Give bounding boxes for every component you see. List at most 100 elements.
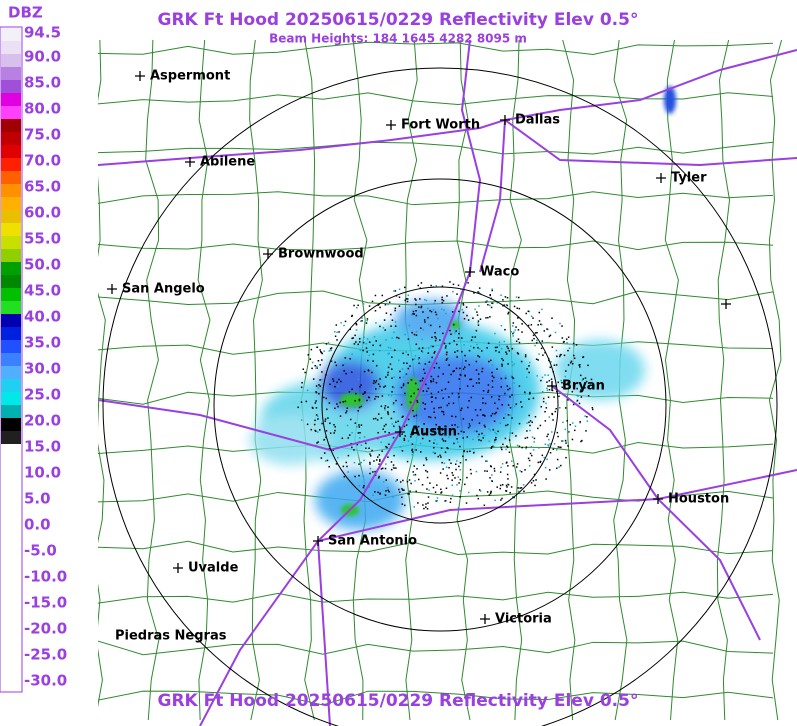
clutter: [405, 424, 408, 426]
clutter: [365, 342, 368, 345]
clutter: [546, 435, 548, 438]
clutter: [365, 347, 368, 349]
legend-label: 40.0: [24, 308, 61, 326]
clutter: [567, 336, 570, 338]
clutter: [465, 459, 467, 461]
clutter: [385, 463, 387, 465]
clutter: [496, 302, 499, 304]
clutter: [334, 407, 336, 410]
clutter: [369, 472, 371, 475]
clutter: [533, 473, 536, 476]
clutter: [562, 421, 564, 424]
clutter: [493, 441, 496, 443]
clutter: [548, 469, 551, 471]
clutter: [306, 423, 309, 426]
city-marker: [465, 267, 475, 277]
clutter: [429, 393, 431, 396]
clutter: [513, 382, 515, 384]
clutter: [452, 323, 455, 326]
clutter: [491, 375, 494, 377]
clutter: [316, 367, 318, 369]
clutter: [440, 492, 442, 494]
clutter: [522, 484, 525, 486]
city-marker: [547, 381, 557, 391]
clutter: [454, 463, 457, 465]
clutter: [555, 364, 558, 366]
clutter: [379, 344, 382, 347]
clutter: [387, 413, 390, 416]
clutter: [384, 303, 387, 306]
clutter: [530, 324, 533, 326]
clutter: [405, 298, 408, 300]
clutter: [475, 369, 478, 371]
legend-label: -30.0: [24, 672, 67, 690]
clutter: [360, 444, 363, 446]
clutter: [519, 487, 521, 489]
clutter: [344, 320, 347, 323]
clutter: [468, 400, 470, 402]
clutter: [482, 369, 485, 371]
clutter: [461, 308, 463, 311]
clutter: [367, 369, 370, 371]
clutter: [442, 468, 444, 470]
clutter: [391, 356, 393, 358]
clutter: [517, 490, 520, 493]
clutter: [392, 436, 395, 439]
clutter: [321, 371, 323, 373]
clutter: [410, 482, 412, 485]
clutter: [559, 407, 561, 409]
clutter: [509, 396, 511, 398]
clutter: [516, 352, 519, 354]
clutter: [362, 475, 365, 477]
clutter: [393, 454, 395, 457]
legend-label: 65.0: [24, 178, 61, 196]
clutter: [368, 305, 371, 307]
clutter: [378, 475, 380, 478]
clutter: [375, 364, 378, 367]
clutter: [534, 344, 536, 347]
clutter: [489, 304, 491, 307]
clutter: [461, 337, 463, 339]
clutter: [349, 393, 351, 396]
clutter: [460, 288, 462, 291]
clutter: [422, 402, 424, 404]
clutter: [433, 442, 435, 444]
clutter: [457, 476, 460, 478]
clutter: [378, 388, 380, 390]
clutter: [339, 415, 342, 417]
legend-band: [1, 405, 21, 418]
legend-label: -25.0: [24, 646, 67, 664]
city-label: Abilene: [200, 155, 255, 170]
clutter: [505, 353, 508, 355]
clutter: [379, 460, 381, 462]
clutter: [477, 355, 479, 357]
clutter: [383, 407, 386, 409]
clutter: [447, 372, 450, 375]
clutter: [342, 465, 345, 468]
clutter: [387, 366, 390, 369]
clutter: [413, 506, 415, 508]
clutter: [438, 367, 440, 369]
clutter: [423, 432, 426, 435]
clutter: [421, 351, 424, 354]
clutter: [546, 328, 548, 330]
clutter: [531, 339, 534, 342]
clutter: [477, 320, 480, 322]
clutter: [465, 306, 468, 308]
clutter: [489, 294, 491, 297]
clutter: [315, 400, 317, 402]
clutter: [317, 441, 319, 443]
clutter: [584, 387, 586, 389]
clutter: [330, 349, 332, 352]
clutter: [532, 317, 534, 319]
clutter: [512, 496, 514, 498]
clutter: [403, 439, 406, 442]
clutter: [505, 484, 508, 487]
legend-band: [1, 210, 21, 223]
clutter: [584, 377, 587, 379]
clutter: [441, 285, 444, 287]
clutter: [394, 309, 396, 312]
clutter: [435, 397, 437, 399]
clutter: [523, 391, 526, 394]
clutter: [366, 319, 368, 322]
